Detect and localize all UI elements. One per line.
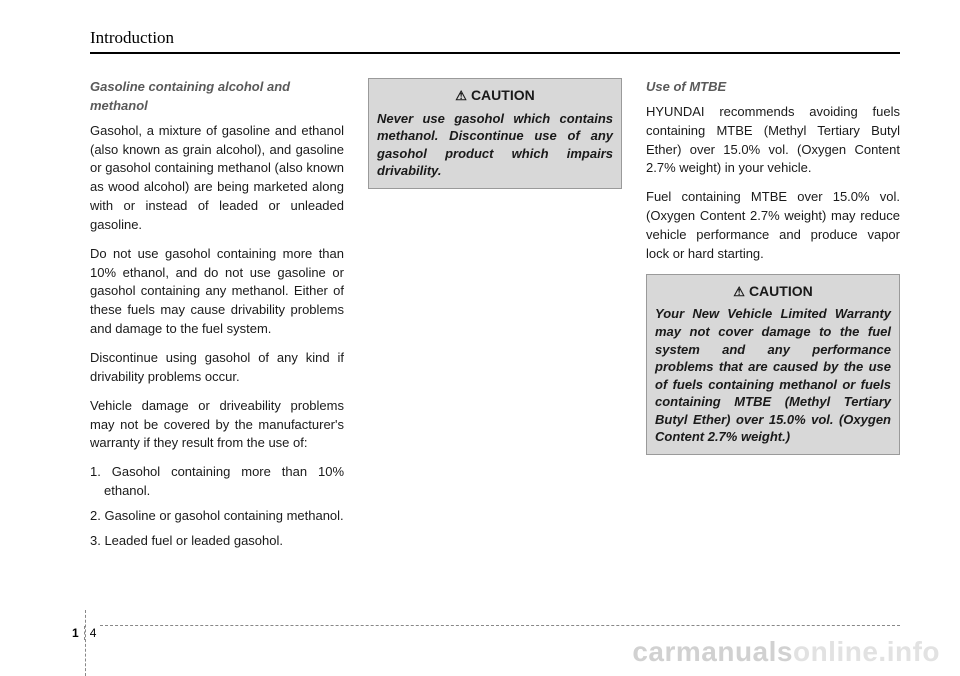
caution-label-2: CAUTION [749,283,813,299]
warning-icon: ⚠ [455,87,467,106]
col1-li1: 1. Gasohol containing more than 10% etha… [90,463,344,501]
watermark-part2: online.info [793,636,940,667]
col1-p3: Discontinue using gasohol of any kind if… [90,349,344,387]
col1-heading: Gasoline containing alcohol and methanol [90,78,344,116]
caution-body-1: Never use gasohol which contains methano… [377,110,613,180]
col1-p4: Vehicle damage or driveability problems … [90,397,344,454]
col1-li2: 2. Gasoline or gasohol containing methan… [90,507,344,526]
caution-body-2: Your New Vehicle Limited Warranty may no… [655,305,891,445]
section-number: 1 [72,626,85,640]
col3-p1: HYUNDAI recommends avoiding fuels contai… [646,103,900,178]
column-2: ⚠CAUTION Never use gasohol which contain… [368,78,622,557]
col1-p1: Gasohol, a mixture of gasoline and ethan… [90,122,344,235]
caution-title-1: ⚠CAUTION [377,85,613,106]
col3-p2: Fuel containing MTBE over 15.0% vol. (Ox… [646,188,900,263]
content-columns: Gasoline containing alcohol and methanol… [90,78,900,557]
footer-dashed-left [85,610,86,676]
caution-label-1: CAUTION [471,87,535,103]
column-1: Gasoline containing alcohol and methanol… [90,78,344,557]
column-3: Use of MTBE HYUNDAI recommends avoiding … [646,78,900,557]
header-title: Introduction [90,28,900,48]
page-number-value: 4 [90,626,97,640]
watermark-part1: carmanuals [632,636,793,667]
footer-dashed-line [100,625,900,626]
col1-li3: 3. Leaded fuel or leaded gasohol. [90,532,344,551]
caution-title-2: ⚠CAUTION [655,281,891,302]
caution-box-2: ⚠CAUTION Your New Vehicle Limited Warran… [646,274,900,455]
warning-icon: ⚠ [733,283,745,302]
watermark: carmanualsonline.info [632,636,940,668]
col1-p2: Do not use gasohol containing more than … [90,245,344,339]
page-number: 1 4 [72,626,96,640]
caution-box-1: ⚠CAUTION Never use gasohol which contain… [368,78,622,189]
col3-heading: Use of MTBE [646,78,900,97]
page-container: Introduction Gasoline containing alcohol… [0,0,960,676]
page-header: Introduction [90,28,900,54]
